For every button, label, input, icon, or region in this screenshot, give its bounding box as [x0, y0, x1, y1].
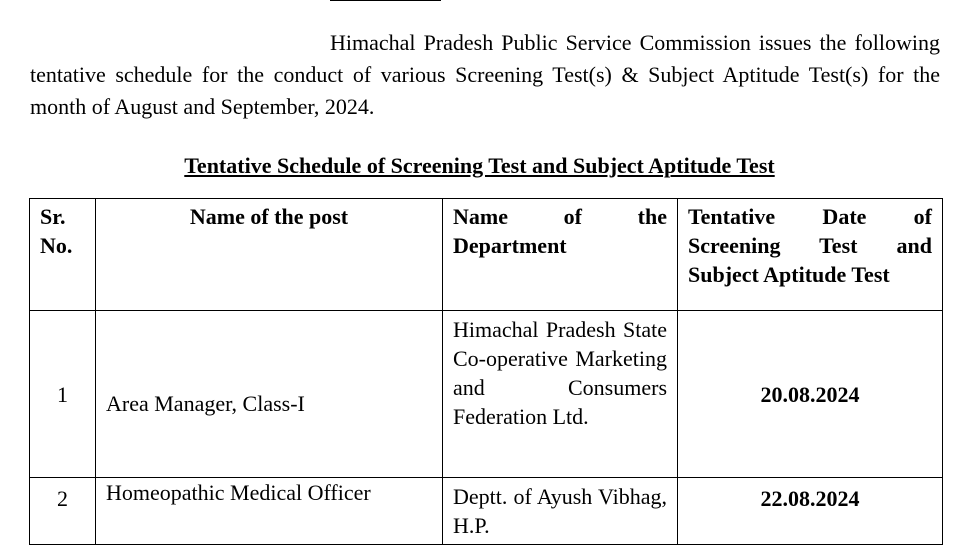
page: Himachal Pradesh Public Service Commissi… [29, 0, 943, 545]
cell: Area Manager, Class-I [95, 310, 443, 478]
intro-paragraph: Himachal Pradesh Public Service Commissi… [30, 30, 940, 119]
cell: Deptt. of Ayush Vibhag, H.P. [442, 477, 678, 545]
header-cell: Name of the post [95, 198, 443, 311]
cell: 22.08.2024 [677, 477, 943, 545]
table-heading: Tentative Schedule of Screening Test and… [184, 153, 775, 178]
cell: 2 [29, 477, 96, 545]
rule [330, 0, 441, 1]
cell: 20.08.2024 [677, 310, 943, 478]
table-row: 2 Homeopathic Medical Officer Deptt. of … [29, 477, 943, 545]
cell: 1 [29, 310, 96, 478]
schedule-table: Sr. No. Name of the post Name of the Dep… [29, 198, 943, 545]
header-cell: Tentative Date of Screening Test and Sub… [677, 198, 943, 311]
header-cell: Name of the Department [442, 198, 678, 311]
table-row: 1 Area Manager, Class-I Himachal Pradesh… [29, 310, 943, 478]
cell: Himachal Pradesh State Co-operative Mark… [442, 310, 678, 478]
header-cell: Sr. No. [29, 198, 96, 311]
header-row: Sr. No. Name of the post Name of the Dep… [29, 198, 943, 311]
cell: Homeopathic Medical Officer [95, 477, 443, 545]
